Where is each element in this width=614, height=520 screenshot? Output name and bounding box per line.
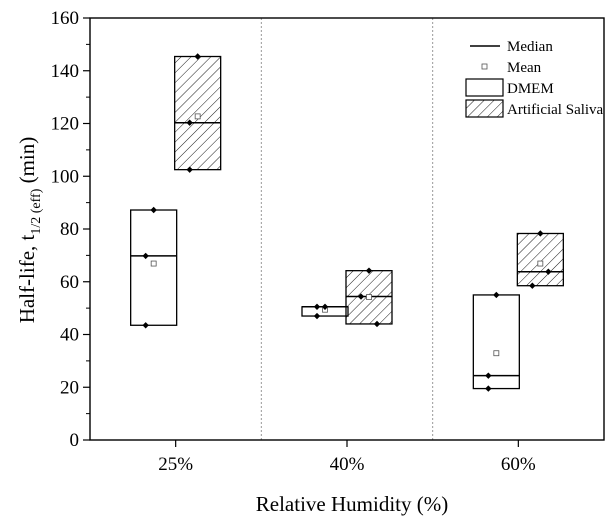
y-tick-label: 160	[51, 8, 80, 29]
legend-saliva-swatch	[465, 99, 504, 118]
dmem-mean-marker	[150, 260, 157, 267]
saliva-mean-marker	[194, 113, 201, 120]
saliva-data-point	[529, 282, 536, 289]
y-tick-label: 80	[60, 219, 79, 240]
dmem-data-point	[485, 385, 492, 392]
legend-dmem-swatch	[465, 78, 504, 97]
saliva-data-point	[545, 268, 552, 275]
legend-dmem-label: DMEM	[507, 81, 554, 97]
y-tick-label: 140	[51, 61, 80, 82]
saliva-data-point	[186, 166, 193, 173]
y-tick-label: 120	[51, 114, 80, 135]
y-tick-label: 20	[60, 377, 79, 398]
x-tick-label: 25%	[158, 454, 193, 475]
dmem-data-point	[321, 303, 329, 311]
saliva-data-point	[194, 53, 201, 60]
x-axis-title: Relative Humidity (%)	[256, 492, 448, 516]
legend-median-label: Median	[507, 39, 553, 55]
dmem-box	[130, 209, 178, 326]
dmem-mean-marker	[493, 350, 500, 357]
y-axis-title: Half-life, t1/2 (eff) (min)	[15, 137, 44, 324]
legend-saliva-label: Artificial Saliva	[507, 102, 604, 118]
y-tick-label: 60	[60, 272, 79, 293]
legend-mean-label: Mean	[507, 60, 542, 76]
saliva-box	[174, 55, 222, 171]
y-tick-label: 100	[51, 166, 80, 187]
saliva-box	[516, 232, 564, 287]
y-axis-title-subscript: 1/2 (eff)	[29, 188, 44, 234]
legend: Median Mean DMEM Artificial Saliva	[465, 39, 604, 118]
saliva-data-point	[186, 119, 193, 126]
saliva-data-point	[373, 320, 381, 328]
dmem-data-point	[313, 303, 321, 311]
x-tick-label: 40%	[330, 454, 365, 475]
dmem-data-point	[142, 252, 149, 260]
y-axis-title-unit: (min)	[15, 137, 39, 189]
dmem-data-point	[493, 291, 500, 299]
x-tick-label: 60%	[501, 454, 536, 475]
saliva-mean-marker	[537, 260, 544, 267]
saliva-data-point	[357, 293, 365, 300]
y-tick-label: 40	[60, 325, 79, 346]
dmem-data-point	[142, 322, 149, 329]
legend-mean-swatch	[481, 63, 488, 70]
saliva-data-point	[537, 230, 544, 237]
saliva-data-point	[365, 267, 373, 274]
y-tick-label: 0	[70, 430, 80, 451]
saliva-mean-marker	[366, 294, 372, 300]
dmem-data-point	[485, 372, 492, 379]
plot-area: 0 20 40 60 80 100 120 140 160 25% 40% 60%	[51, 8, 605, 475]
dmem-data-point	[313, 312, 321, 320]
dmem-box	[472, 294, 520, 390]
dmem-data-point	[150, 206, 157, 214]
y-axis-title-main: Half-life, t	[15, 234, 39, 323]
